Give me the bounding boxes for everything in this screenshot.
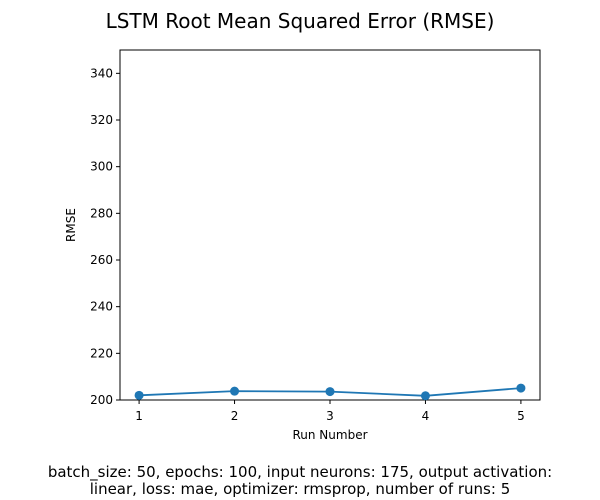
y-tick-label: 220: [90, 346, 113, 360]
x-axis: 1 2 3 4 5: [135, 400, 525, 423]
series-layer: [134, 383, 526, 401]
chart-title: LSTM Root Mean Squared Error (RMSE): [105, 9, 495, 33]
y-axis-label: RMSE: [64, 208, 78, 242]
x-tick-label: 5: [517, 409, 525, 423]
y-tick-label: 300: [90, 160, 113, 174]
y-tick-label: 340: [90, 66, 113, 80]
y-tick-label: 200: [90, 393, 113, 407]
y-axis: 200 220 240 260 280 300 320 340: [90, 66, 120, 407]
caption-line-1: batch_size: 50, epochs: 100, input neuro…: [47, 463, 553, 481]
data-point: [325, 387, 335, 397]
x-tick-label: 1: [135, 409, 143, 423]
y-tick-label: 320: [90, 113, 113, 127]
x-tick-label: 2: [231, 409, 239, 423]
y-tick-label: 240: [90, 300, 113, 314]
caption-line-2: linear, loss: mae, optimizer: rmsprop, n…: [89, 480, 511, 498]
y-tick-label: 260: [90, 253, 113, 267]
x-tick-label: 4: [422, 409, 430, 423]
plot-area: [119, 49, 541, 401]
data-point: [134, 390, 144, 400]
data-point: [516, 383, 526, 393]
x-tick-label: 3: [326, 409, 334, 423]
x-axis-label: Run Number: [292, 428, 367, 442]
data-point: [230, 386, 240, 396]
y-tick-label: 280: [90, 206, 113, 220]
data-point: [420, 391, 430, 401]
run-config-caption: batch_size: 50, epochs: 100, input neuro…: [0, 464, 600, 498]
